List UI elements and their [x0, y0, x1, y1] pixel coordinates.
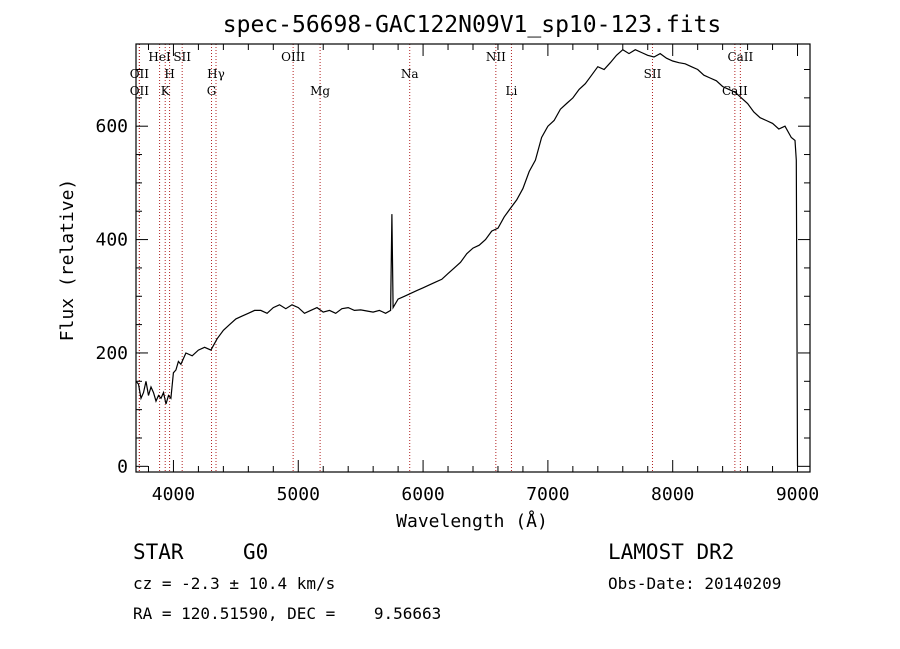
survey-name: LAMOST DR2	[608, 540, 735, 564]
x-axis-label: Wavelength (Å)	[396, 510, 548, 532]
y-tick-label: 600	[95, 116, 128, 137]
x-tick-label: 9000	[776, 484, 819, 505]
spectral-line-label: G	[207, 84, 217, 98]
object-class: STAR	[133, 540, 184, 564]
y-tick-label: 400	[95, 230, 128, 251]
plot-frame	[135, 43, 811, 473]
spectral-line-label: Hγ	[207, 67, 225, 81]
spectral-line-label: Li	[506, 84, 518, 98]
spectral-line-markers: OIIOIIHeIHKSIIHγGOIIIMgNaNIILiSIICaIICaI…	[130, 44, 754, 472]
spectral-line-label: CaII	[722, 84, 748, 98]
spectral-subclass: G0	[243, 540, 269, 564]
y-axis-label: Flux (relative)	[57, 179, 78, 342]
axis-ticks: 4000 5000 6000 7000 8000 9000 0 200 400 600	[95, 44, 819, 505]
spectral-line-label: H	[164, 67, 174, 81]
spectral-line-label: K	[161, 84, 171, 98]
spectral-line-label: Mg	[310, 84, 330, 98]
y-tick-label: 0	[117, 456, 128, 477]
coordinates: RA = 120.51590, DEC = 9.56663	[133, 604, 442, 623]
spectrum-series-line	[135, 48, 799, 467]
x-tick-label: 5000	[277, 484, 320, 505]
chart-title: spec-56698-GAC122N09V1_sp10-123.fits	[223, 12, 722, 38]
redshift-info: cz = -2.3 ± 10.4 km/s	[133, 574, 336, 593]
x-tick-label: 6000	[401, 484, 444, 505]
spectral-line-label: OII	[130, 84, 150, 98]
spectral-line-label: OIII	[281, 50, 305, 64]
x-tick-label: 7000	[526, 484, 569, 505]
observation-date: Obs-Date: 20140209	[608, 574, 782, 593]
x-tick-label: 8000	[651, 484, 694, 505]
spectral-line-label: SII	[644, 67, 662, 81]
spectral-line-label: NII	[486, 50, 506, 64]
spectral-line-label: HeI	[148, 50, 171, 64]
y-tick-label: 200	[95, 343, 128, 364]
plot-area	[135, 48, 799, 467]
spectral-line-label: SII	[173, 50, 191, 64]
x-tick-label: 4000	[152, 484, 195, 505]
spectral-line-label: Na	[401, 67, 419, 81]
spectral-line-label: CaII	[727, 50, 753, 64]
